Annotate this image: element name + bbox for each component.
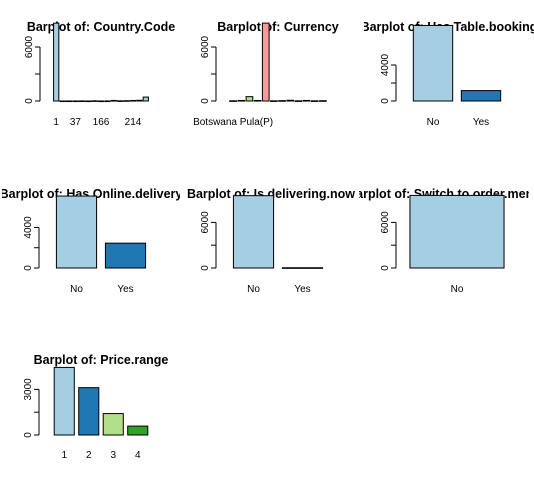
barplot-panel: Barplot of: Currency 0 6000 Botswana Pula(P… <box>193 20 339 128</box>
y-tick-label: 6000 <box>380 211 391 234</box>
barplot-panel: Barplot of: Price.range 0 3000 1 2 3 4 <box>23 353 168 461</box>
bar <box>117 100 124 102</box>
bar <box>232 195 275 269</box>
bar <box>59 100 66 103</box>
bar <box>302 99 311 102</box>
bar <box>294 100 303 102</box>
bar <box>136 99 143 102</box>
bar <box>104 242 147 269</box>
bar <box>460 90 502 102</box>
x-tick-label: 1 <box>61 450 67 461</box>
y-tick-label: 0 <box>24 98 35 104</box>
bar <box>409 194 505 269</box>
x-tick-label: No <box>247 284 260 295</box>
bar <box>412 24 454 102</box>
y-tick-label: 4000 <box>23 216 34 239</box>
y-tick-label: 0 <box>200 98 211 104</box>
x-tick-label: 3 <box>110 450 116 461</box>
bar <box>310 100 319 102</box>
barplot-panel: Barplot of: Is.delivering.now 0 6000 No Yes <box>187 187 355 295</box>
y-tick-label: 0 <box>23 265 34 271</box>
bar <box>129 99 137 102</box>
bar <box>286 99 295 102</box>
bar <box>85 100 92 103</box>
chart-title: Barplot of: Currency <box>217 20 339 34</box>
chart-title: Barplot of: Country.Code <box>27 20 175 34</box>
bar <box>319 100 327 102</box>
bar <box>53 22 60 102</box>
y-tick-label: 3000 <box>23 378 34 401</box>
y-tick-label: 0 <box>380 98 391 104</box>
bar <box>261 22 270 102</box>
x-tick-label: Yes <box>473 117 489 128</box>
y-tick-label: 4000 <box>380 53 391 76</box>
bar <box>104 100 111 103</box>
bar <box>53 366 75 436</box>
bar <box>245 96 254 102</box>
bar <box>253 99 262 102</box>
bar <box>270 100 278 102</box>
bar <box>142 96 149 102</box>
x-tick-label: No <box>451 284 464 295</box>
x-tick-label: Yes <box>294 284 310 295</box>
bar <box>65 100 73 103</box>
x-tick-label: Yes <box>117 284 133 295</box>
bar <box>278 100 286 102</box>
bar <box>281 267 324 269</box>
x-tick-label: 37 <box>70 117 82 128</box>
x-tick-label: 2 <box>86 450 92 461</box>
chart-title: Barplot of: Price.range <box>34 353 169 367</box>
bar <box>127 425 149 436</box>
bar <box>102 413 124 436</box>
bar <box>91 100 98 102</box>
y-tick-label: 0 <box>200 265 211 271</box>
bar <box>237 99 246 102</box>
barplot-panel: Barplot of: Has.Online.delivery 0 4000 No Ye… <box>0 187 182 295</box>
y-tick-label: 6000 <box>200 35 211 58</box>
x-tick-label: No <box>70 284 83 295</box>
x-tick-label: 166 <box>93 117 110 128</box>
bar <box>78 100 85 103</box>
bar <box>72 100 79 103</box>
y-tick-label: 6000 <box>200 211 211 234</box>
barplot-panel: Barplot of: Country.Code 0 6000 1 37 166 214 <box>24 20 175 128</box>
x-tick-label: Botswana Pula(P) <box>193 117 273 128</box>
y-tick-label: 6000 <box>24 35 35 58</box>
x-tick-label: 214 <box>125 117 142 128</box>
y-tick-label: 0 <box>380 265 391 271</box>
bar <box>229 100 237 102</box>
bar <box>78 387 100 436</box>
y-tick-label: 0 <box>23 432 34 438</box>
x-tick-label: No <box>427 117 440 128</box>
chart-title: Barplot of: Has.Online.delivery <box>0 187 182 201</box>
x-tick-label: 4 <box>135 450 141 461</box>
bar <box>97 100 105 103</box>
bar <box>55 195 98 269</box>
bar <box>123 100 130 102</box>
bar <box>110 99 117 102</box>
x-tick-label: 1 <box>53 117 59 128</box>
chart-title: Barplot of: Is.delivering.now <box>187 187 355 201</box>
